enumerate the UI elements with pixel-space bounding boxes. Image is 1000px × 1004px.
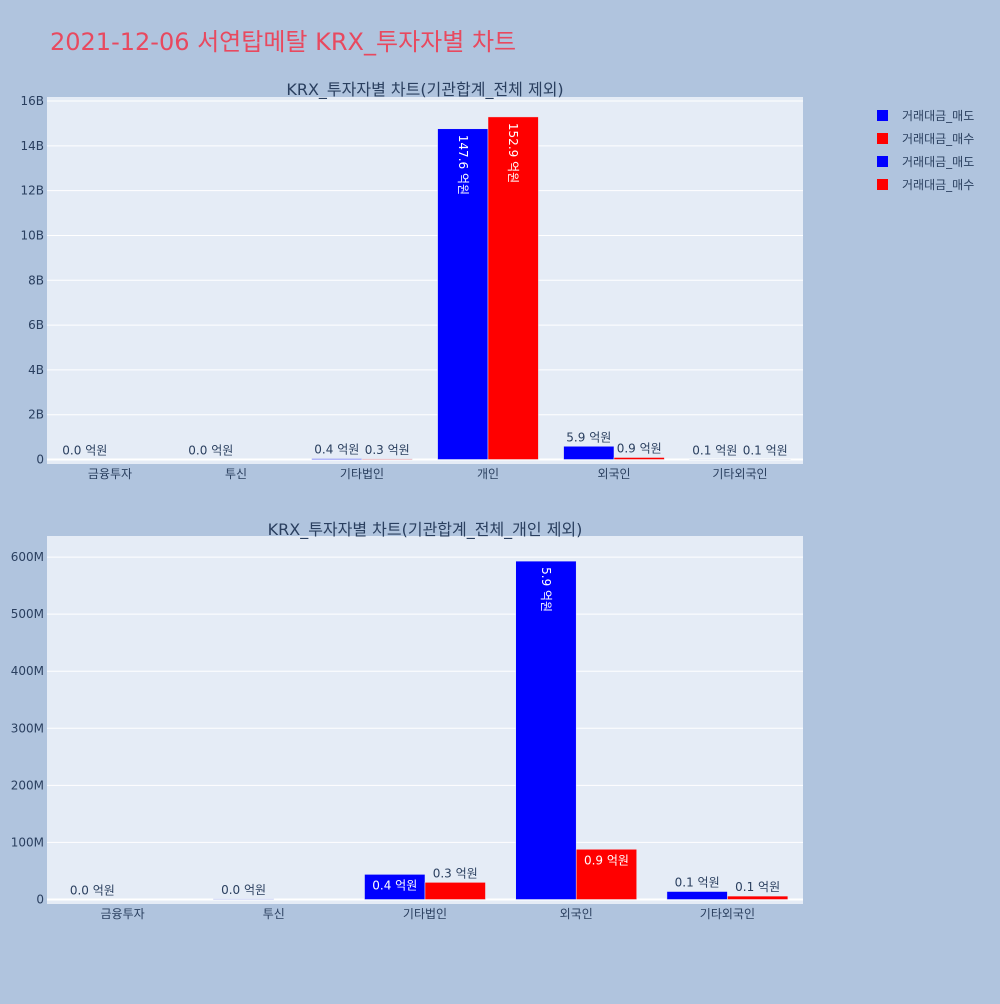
bar — [667, 892, 727, 900]
x-tick-label: 외국인 — [597, 467, 630, 481]
y-tick-label: 6B — [28, 318, 44, 332]
plot-area-bottom — [47, 536, 803, 904]
y-tick-label: 200M — [11, 778, 44, 792]
data-label: 5.9 억원 — [566, 430, 611, 444]
x-tick-label: 투신 — [225, 467, 247, 481]
data-label: 5.9 억원 — [539, 567, 553, 612]
y-tick-label: 500M — [11, 607, 44, 621]
y-tick-label: 600M — [11, 550, 44, 564]
chart-title-bottom: KRX_투자자별 차트(기관합계_전체_개인 제외) — [268, 520, 583, 540]
data-label: 0.9 억원 — [584, 853, 629, 867]
data-label: 0.3 억원 — [433, 866, 478, 880]
x-tick-label: 외국인 — [560, 907, 593, 921]
y-tick-label: 14B — [20, 139, 44, 153]
data-label: 0.1 억원 — [692, 443, 737, 457]
data-label: 0.9 억원 — [617, 441, 662, 455]
y-tick-label: 100M — [11, 835, 44, 849]
legend-label: 거래대금_매도 — [902, 155, 974, 169]
y-tick-label: 300M — [11, 721, 44, 735]
legend-swatch — [877, 110, 888, 121]
bar — [362, 459, 412, 460]
legend-swatch — [877, 133, 888, 144]
legend-label: 거래대금_매도 — [902, 109, 974, 123]
bar — [425, 882, 485, 899]
y-tick-label: 400M — [11, 664, 44, 678]
data-label: 0.0 억원 — [62, 444, 107, 458]
data-label: 0.1 억원 — [735, 880, 780, 894]
x-tick-label: 기타법인 — [340, 467, 384, 481]
chart-title-top: KRX_투자자별 차트(기관합계_전체 제외) — [286, 80, 563, 100]
y-tick-label: 0 — [36, 893, 44, 907]
chart-bottom: 0.0 억원 0.0 억원 0.4 억원 0.3 억원 5.9 억원 0.9 억원 0.1 … — [11, 520, 803, 921]
legend-label: 거래대금_매수 — [902, 178, 974, 192]
chart-top: 0.0 억원 0.0 억원 0.4 억원 0.3 억원 147.6 억원 152.9 억원… — [20, 80, 803, 481]
x-tick-label: 개인 — [477, 467, 499, 481]
y-tick-label: 4B — [28, 363, 44, 377]
page-title: 2021-12-06 서연탑메탈 KRX_투자자별 차트 — [50, 28, 516, 56]
data-label: 0.0 억원 — [221, 883, 266, 897]
data-label: 0.1 억원 — [743, 443, 788, 457]
legend-swatch — [877, 156, 888, 167]
x-tick-label: 기타외국인 — [700, 907, 755, 921]
y-tick-label: 10B — [20, 228, 44, 242]
x-tick-label: 기타법인 — [403, 907, 447, 921]
x-tick-label: 금융투자 — [88, 467, 132, 481]
x-tick-label: 금융투자 — [101, 907, 145, 921]
data-label: 0.4 억원 — [372, 878, 417, 892]
bar — [312, 459, 362, 460]
legend-label: 거래대금_매수 — [902, 132, 974, 146]
x-tick-label: 기타외국인 — [712, 467, 767, 481]
y-tick-label: 12B — [20, 184, 44, 198]
y-tick-label: 8B — [28, 273, 44, 287]
y-tick-label: 0 — [36, 453, 44, 467]
data-label: 0.1 억원 — [675, 876, 720, 890]
bar — [213, 899, 273, 900]
data-label: 0.4 억원 — [314, 443, 359, 457]
x-tick-label: 투신 — [263, 907, 285, 921]
bar — [727, 896, 787, 899]
legend-swatch — [877, 179, 888, 190]
data-label: 0.0 억원 — [188, 444, 233, 458]
data-label: 0.3 억원 — [365, 443, 410, 457]
data-label: 147.6 억원 — [456, 135, 470, 195]
y-tick-label: 2B — [28, 408, 44, 422]
data-label: 152.9 억원 — [506, 123, 520, 183]
bar — [614, 457, 664, 459]
data-label: 0.0 억원 — [70, 884, 115, 898]
y-tick-label: 16B — [20, 94, 44, 108]
bar — [564, 446, 614, 459]
